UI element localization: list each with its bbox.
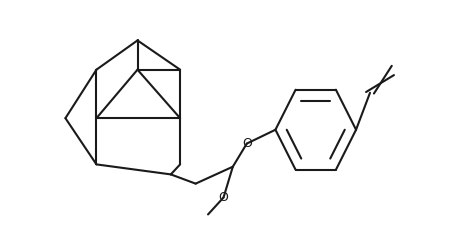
Text: O: O	[219, 191, 229, 204]
Text: O: O	[242, 137, 252, 150]
